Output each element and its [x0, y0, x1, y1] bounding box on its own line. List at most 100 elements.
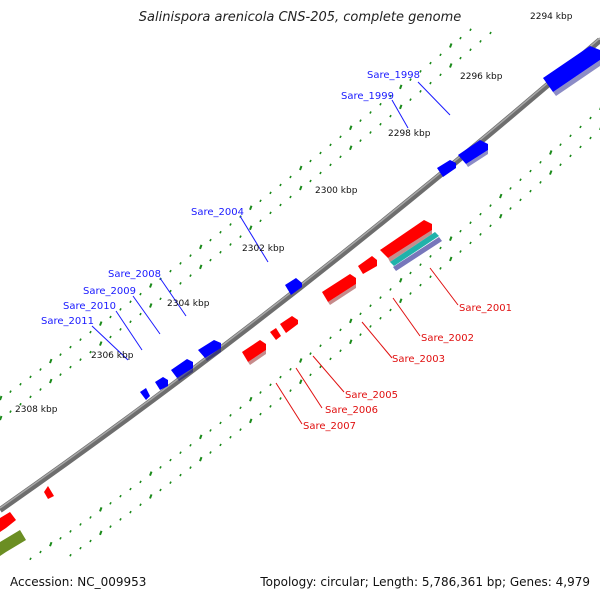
tick-mark — [439, 73, 442, 77]
tick-mark — [519, 178, 522, 182]
rna-feature-purple[interactable] — [393, 237, 442, 271]
tick-mark — [349, 318, 353, 324]
tick-mark — [39, 368, 42, 371]
tick-mark — [479, 212, 482, 216]
tick-mark — [199, 456, 203, 462]
tick-mark — [529, 189, 532, 193]
tick-mark — [409, 292, 412, 295]
tick-mark — [69, 553, 72, 557]
tick-mark — [219, 443, 222, 447]
gene-label[interactable]: Sare_2002 — [421, 333, 474, 344]
tick-mark — [399, 84, 403, 90]
tick-mark — [169, 458, 172, 462]
gene-forward-2010[interactable] — [155, 377, 168, 390]
gene-forward-2011[interactable] — [140, 388, 150, 400]
tick-mark — [459, 250, 462, 253]
tick-mark — [429, 255, 432, 258]
gene-labels-forward: Sare_1998 Sare_1999 Sare_2004 Sare_2008 … — [41, 70, 420, 327]
gene-reverse-edge[interactable] — [0, 512, 16, 532]
gene-label[interactable]: Sare_2010 — [63, 301, 116, 312]
tick-mark — [449, 63, 453, 68]
tick-mark — [39, 388, 42, 391]
tick-mark — [419, 90, 422, 93]
tick-mark — [279, 397, 282, 400]
tick-mark — [469, 241, 472, 245]
tick-mark — [79, 546, 82, 550]
gene-forward-2009[interactable] — [171, 359, 193, 378]
gene-label[interactable]: Sare_2004 — [191, 207, 244, 218]
gene-forward-2008[interactable] — [198, 340, 221, 358]
gene-label[interactable]: Sare_2007 — [303, 421, 356, 432]
tick-mark — [269, 211, 272, 215]
other-feature-olive[interactable] — [0, 530, 26, 556]
rna-feature-teal[interactable] — [390, 232, 439, 266]
gene-forward-1998[interactable] — [543, 46, 600, 92]
tick-mark — [139, 480, 142, 484]
tick-mark — [379, 296, 382, 299]
tick-mark — [99, 341, 103, 346]
tick-mark — [109, 335, 112, 339]
tick-mark — [99, 321, 103, 326]
tick-mark — [449, 43, 453, 48]
tick-mark — [289, 389, 292, 393]
accession-text: Accession: NC_009953 — [10, 575, 147, 589]
gene-label[interactable]: Sare_1999 — [341, 91, 394, 102]
tick-mark — [149, 471, 153, 476]
tick-mark — [319, 365, 322, 369]
tick-mark — [169, 269, 172, 273]
gene-reverse-2003[interactable] — [322, 274, 356, 302]
tick-label: 2306 kbp — [91, 351, 134, 361]
tick-mark — [159, 297, 162, 301]
tick-mark — [469, 28, 472, 32]
gene-forward-2004[interactable] — [285, 278, 302, 295]
gene-reverse-2005[interactable] — [280, 316, 298, 333]
gene-forward-block-a[interactable] — [458, 140, 488, 164]
tick-mark — [289, 195, 292, 199]
tick-mark — [259, 391, 262, 394]
tick-mark — [469, 48, 472, 52]
tick-mark — [9, 410, 12, 414]
tick-mark — [299, 185, 303, 191]
tick-mark — [279, 375, 282, 379]
tick-mark — [339, 155, 342, 159]
genome-backbone — [0, 37, 600, 513]
tick-mark — [379, 122, 382, 126]
gene-label[interactable]: Sare_2009 — [83, 286, 136, 297]
tick-mark — [119, 518, 122, 521]
gene-reverse-small[interactable] — [44, 486, 54, 499]
gene-forward-block-b[interactable] — [437, 160, 456, 177]
tick-mark — [139, 503, 142, 507]
tick-mark — [439, 53, 442, 57]
gene-label[interactable]: Sare_2008 — [108, 269, 161, 280]
gene-reverse-2001[interactable] — [380, 220, 432, 258]
tick-mark — [519, 198, 522, 202]
tick-mark — [319, 171, 322, 175]
tick-mark — [0, 395, 3, 401]
tick-mark — [509, 187, 512, 190]
tick-mark — [219, 421, 222, 425]
gene-label[interactable]: Sare_2011 — [41, 316, 94, 327]
gene-label[interactable]: Sare_1998 — [367, 70, 420, 81]
tick-mark — [499, 213, 503, 219]
tick-mark — [119, 494, 122, 498]
gene-label[interactable]: Sare_2001 — [459, 303, 512, 314]
tick-mark — [419, 263, 422, 267]
tick-mark — [389, 114, 392, 118]
tick-mark — [389, 94, 392, 98]
tick-mark — [399, 104, 403, 110]
gene-label[interactable]: Sare_2006 — [325, 405, 378, 416]
tick-mark — [349, 145, 353, 151]
tick-mark — [339, 349, 342, 353]
gene-reverse-2007[interactable] — [242, 340, 266, 362]
tick-mark — [539, 160, 542, 164]
gene-reverse-2006[interactable] — [270, 328, 281, 340]
tick-mark — [89, 516, 92, 519]
reverse-genes — [0, 220, 432, 532]
tick-mark — [149, 494, 153, 499]
genome-summary-text: Topology: circular; Length: 5,786,361 bp… — [260, 575, 590, 589]
gene-label[interactable]: Sare_2005 — [345, 390, 398, 401]
gene-reverse-2002[interactable] — [358, 256, 377, 274]
tick-mark — [499, 193, 503, 199]
tick-mark — [49, 378, 53, 384]
gene-label[interactable]: Sare_2003 — [392, 354, 445, 365]
